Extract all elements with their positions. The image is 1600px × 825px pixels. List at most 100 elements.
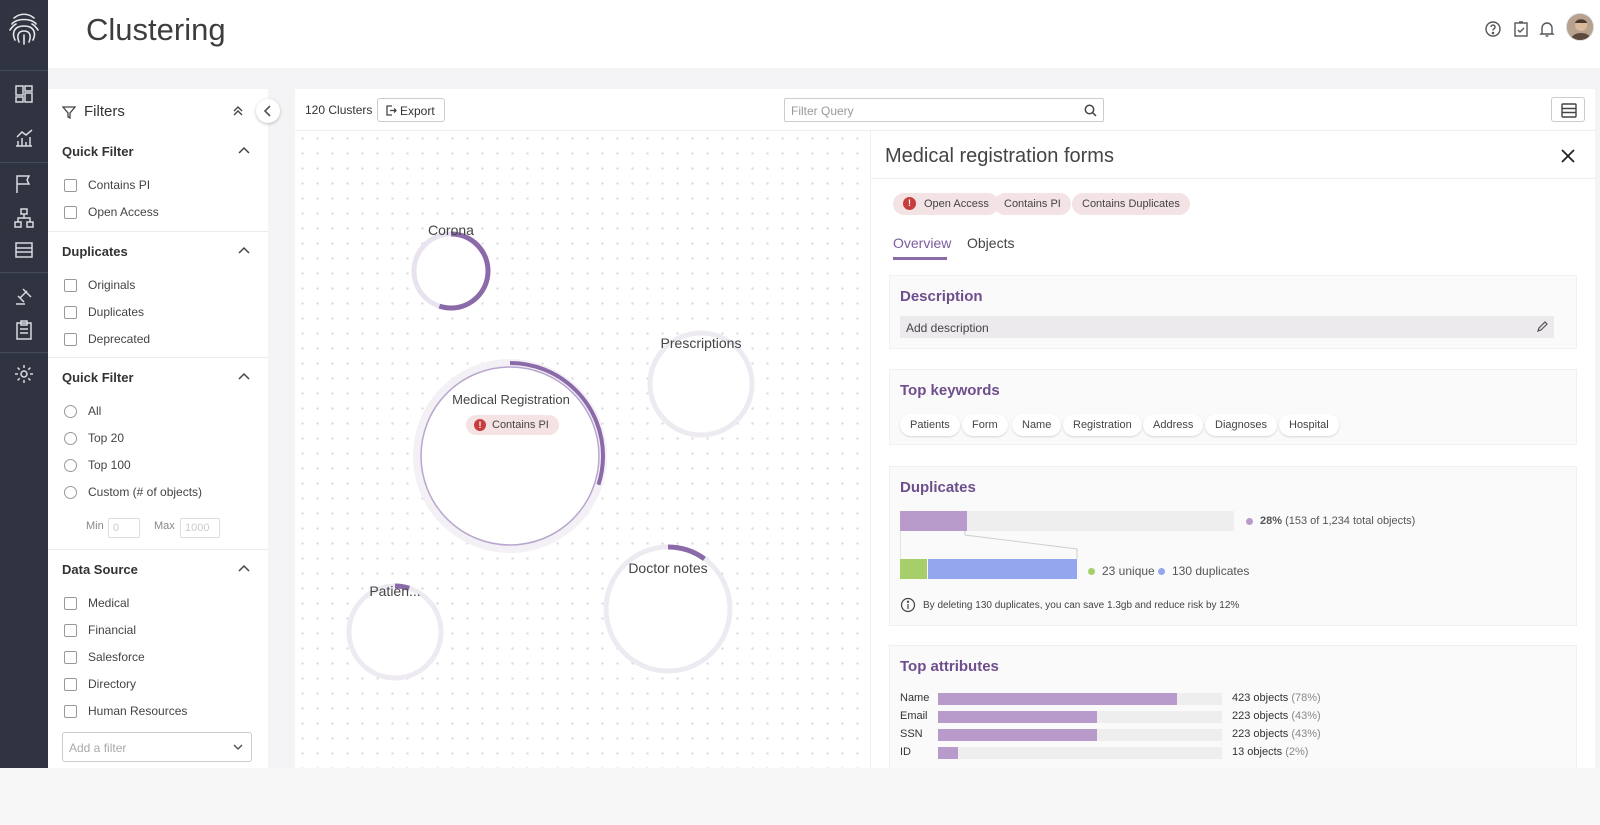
layout-toggle-button[interactable] <box>1551 97 1585 122</box>
min-input[interactable]: 0 <box>108 518 140 538</box>
tag-contains-duplicates: Contains Duplicates <box>1072 193 1190 215</box>
unique-segment <box>900 559 927 579</box>
checkbox-open-access[interactable]: Open Access <box>64 205 159 219</box>
checkbox[interactable] <box>64 278 77 292</box>
cluster-doctor-notes[interactable] <box>603 544 733 674</box>
help-icon[interactable] <box>1484 20 1502 38</box>
cluster-detail-panel: Medical registration forms ! Open Access … <box>870 131 1595 768</box>
chevron-up-icon[interactable] <box>238 246 250 254</box>
add-filter-select[interactable]: Add a filter <box>62 732 252 762</box>
radio-top-100[interactable]: Top 100 <box>64 458 131 472</box>
section-data-source[interactable]: Data Source <box>62 562 138 577</box>
chevron-up-icon[interactable] <box>238 564 250 572</box>
export-label: Export <box>400 104 435 118</box>
cluster-prescriptions[interactable] <box>647 330 755 438</box>
fingerprint-logo[interactable] <box>8 10 40 46</box>
checkbox[interactable] <box>64 178 77 192</box>
checkbox-directory[interactable]: Directory <box>64 677 136 691</box>
cluster-canvas[interactable]: Corona Medical Registration ! Contains PI… <box>295 131 870 768</box>
collapse-all-icon[interactable] <box>232 105 244 117</box>
radio-custom[interactable]: Custom (# of objects) <box>64 485 202 499</box>
checkbox[interactable] <box>64 332 77 346</box>
tasks-icon[interactable] <box>1512 20 1530 38</box>
radio[interactable] <box>64 458 77 472</box>
duplicates-legend: 130 duplicates <box>1158 564 1249 578</box>
search-icon[interactable] <box>1084 104 1097 117</box>
cluster-label[interactable]: Prescriptions <box>660 335 742 351</box>
export-button[interactable]: Export <box>377 98 445 122</box>
radio[interactable] <box>64 404 77 418</box>
flag-icon[interactable] <box>12 172 36 196</box>
hierarchy-icon[interactable] <box>12 206 36 230</box>
attribute-pct: (43%) <box>1291 728 1321 740</box>
cluster-corona[interactable] <box>411 231 491 311</box>
bottom-strip <box>0 768 1600 825</box>
analytics-icon[interactable] <box>12 126 36 150</box>
divider <box>48 549 268 550</box>
attribute-count: 223 objects <box>1232 710 1289 722</box>
option-label: Human Resources <box>88 704 188 718</box>
close-icon[interactable] <box>1559 147 1577 165</box>
keyword-chip[interactable]: Address <box>1143 414 1204 436</box>
radio-all[interactable]: All <box>64 404 101 418</box>
checkbox[interactable] <box>64 596 77 610</box>
checkbox[interactable] <box>64 305 77 319</box>
max-input[interactable]: 1000 <box>180 518 220 538</box>
avatar[interactable] <box>1566 13 1594 41</box>
checkbox-contains-pi[interactable]: Contains PI <box>64 178 150 192</box>
description-input[interactable]: Add description <box>900 316 1554 338</box>
checkbox-medical[interactable]: Medical <box>64 596 129 610</box>
cluster-patients[interactable] <box>346 583 444 681</box>
bell-icon[interactable] <box>1538 20 1556 38</box>
cluster-medical-registration[interactable] <box>413 359 607 553</box>
legal-gavel-icon[interactable] <box>12 284 36 308</box>
checkbox[interactable] <box>64 650 77 664</box>
clipboard-icon[interactable] <box>12 318 36 342</box>
checkbox-originals[interactable]: Originals <box>64 278 135 292</box>
cluster-label[interactable]: Doctor notes <box>628 560 708 576</box>
checkbox[interactable] <box>64 704 77 718</box>
attribute-name: Email <box>900 710 928 722</box>
settings-icon[interactable] <box>12 362 36 386</box>
nav-rail <box>0 0 48 768</box>
dashboard-icon[interactable] <box>12 82 36 106</box>
chevron-up-icon[interactable] <box>238 146 250 154</box>
keyword-chip[interactable]: Patients <box>900 414 960 436</box>
cluster-label[interactable]: Patien... <box>369 583 421 599</box>
section-quick-filter-radio[interactable]: Quick Filter <box>62 370 134 385</box>
keyword-chip[interactable]: Hospital <box>1279 414 1339 436</box>
tab-objects[interactable]: Objects <box>967 235 1015 251</box>
radio[interactable] <box>64 485 77 499</box>
section-quick-filter[interactable]: Quick Filter <box>62 144 134 159</box>
filters-header: Filters <box>61 103 125 120</box>
collapse-filters-button[interactable] <box>256 99 280 123</box>
chevron-up-icon[interactable] <box>238 372 250 380</box>
cluster-label[interactable]: Medical Registration <box>452 392 570 407</box>
checkbox-deprecated[interactable]: Deprecated <box>64 332 150 346</box>
radio[interactable] <box>64 431 77 445</box>
edit-pencil-icon[interactable] <box>1536 321 1548 333</box>
radio-top-20[interactable]: Top 20 <box>64 431 124 445</box>
description-placeholder: Add description <box>906 321 989 335</box>
checkbox[interactable] <box>64 205 77 219</box>
checkbox-salesforce[interactable]: Salesforce <box>64 650 145 664</box>
inbox-icon[interactable] <box>12 238 36 262</box>
cluster-label[interactable]: Corona <box>428 222 474 238</box>
checkbox-financial[interactable]: Financial <box>64 623 136 637</box>
section-duplicates[interactable]: Duplicates <box>62 244 128 259</box>
keyword-chip[interactable]: Registration <box>1063 414 1142 436</box>
keyword-chip[interactable]: Diagnoses <box>1205 414 1277 436</box>
percent-value: 28% <box>1260 515 1283 527</box>
attribute-pct: (78%) <box>1291 692 1321 704</box>
checkbox-human-resources[interactable]: Human Resources <box>64 704 187 718</box>
tab-overview[interactable]: Overview <box>893 235 952 251</box>
checkbox[interactable] <box>64 623 77 637</box>
keyword-chip[interactable]: Name <box>1012 414 1062 436</box>
keyword-chip[interactable]: Form <box>962 414 1008 436</box>
checkbox-duplicates[interactable]: Duplicates <box>64 305 144 319</box>
checkbox[interactable] <box>64 677 77 691</box>
filter-query-input[interactable]: Filter Query <box>784 98 1104 122</box>
attribute-value: 423 objects (78%) <box>1232 692 1321 704</box>
attribute-count: 423 objects <box>1232 692 1289 704</box>
contains-pi-badge: ! Contains PI <box>466 415 559 435</box>
